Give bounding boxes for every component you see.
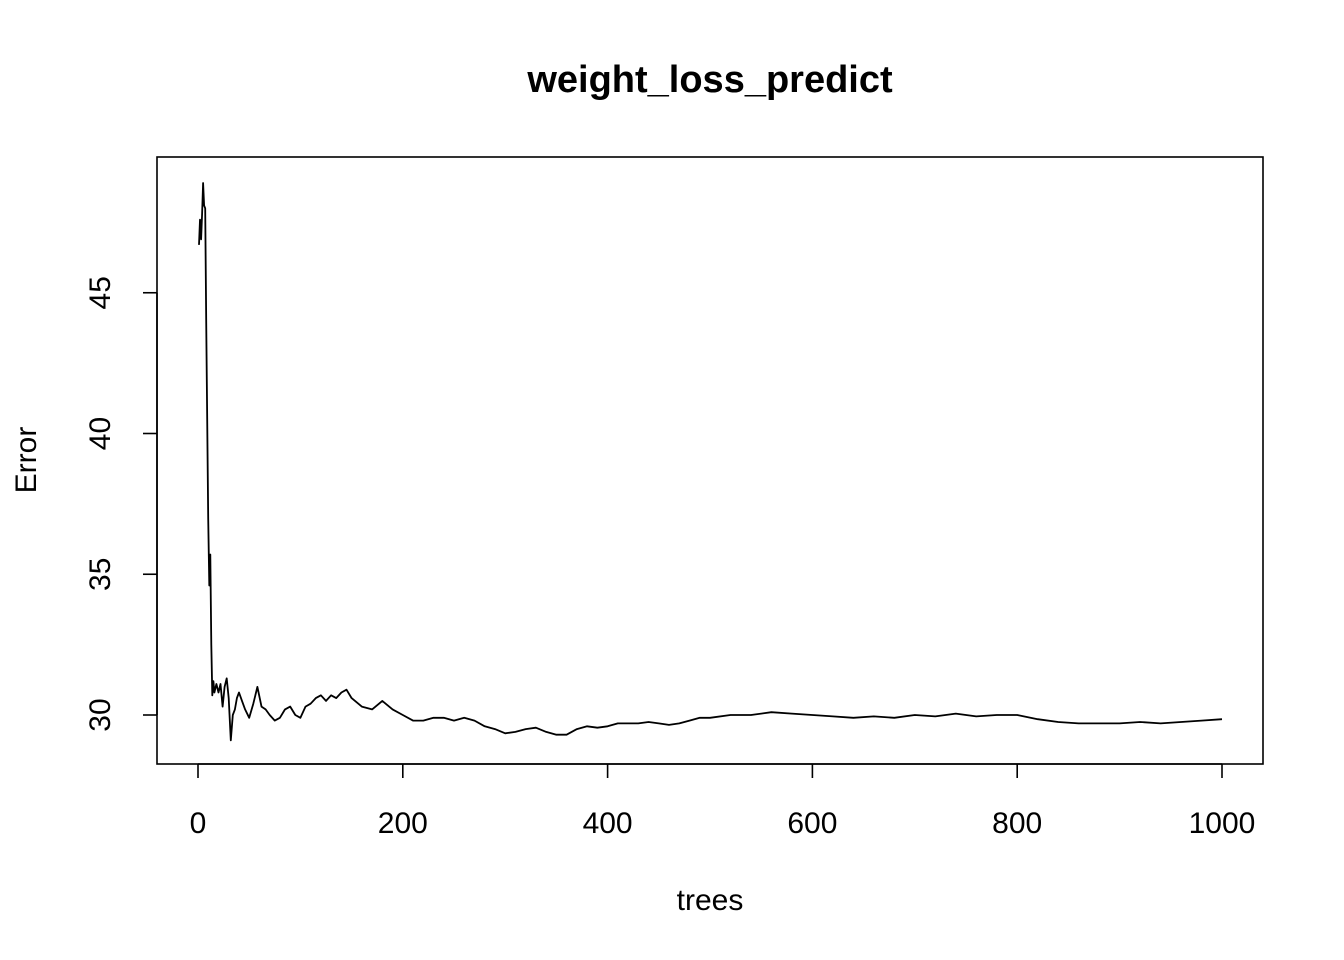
chart-title: weight_loss_predict <box>526 59 893 101</box>
y-tick-label: 45 <box>84 276 117 309</box>
y-axis-label: Error <box>10 427 43 494</box>
y-tick-label: 30 <box>84 698 117 731</box>
x-tick-label: 0 <box>190 807 207 840</box>
y-tick-label: 40 <box>84 417 117 450</box>
x-axis: 0 200 400 600 800 1000 <box>190 763 1256 840</box>
x-tick-label: 400 <box>583 807 633 840</box>
x-axis-label: trees <box>677 884 744 917</box>
y-axis: 30 35 40 45 <box>84 276 158 732</box>
x-tick-label: 800 <box>992 807 1042 840</box>
x-tick-label: 600 <box>787 807 837 840</box>
plot-frame <box>156 156 1264 765</box>
error-series-line <box>198 182 1223 742</box>
x-tick-label: 1000 <box>1189 807 1256 840</box>
x-tick-label: 200 <box>378 807 428 840</box>
y-tick-label: 35 <box>84 558 117 591</box>
